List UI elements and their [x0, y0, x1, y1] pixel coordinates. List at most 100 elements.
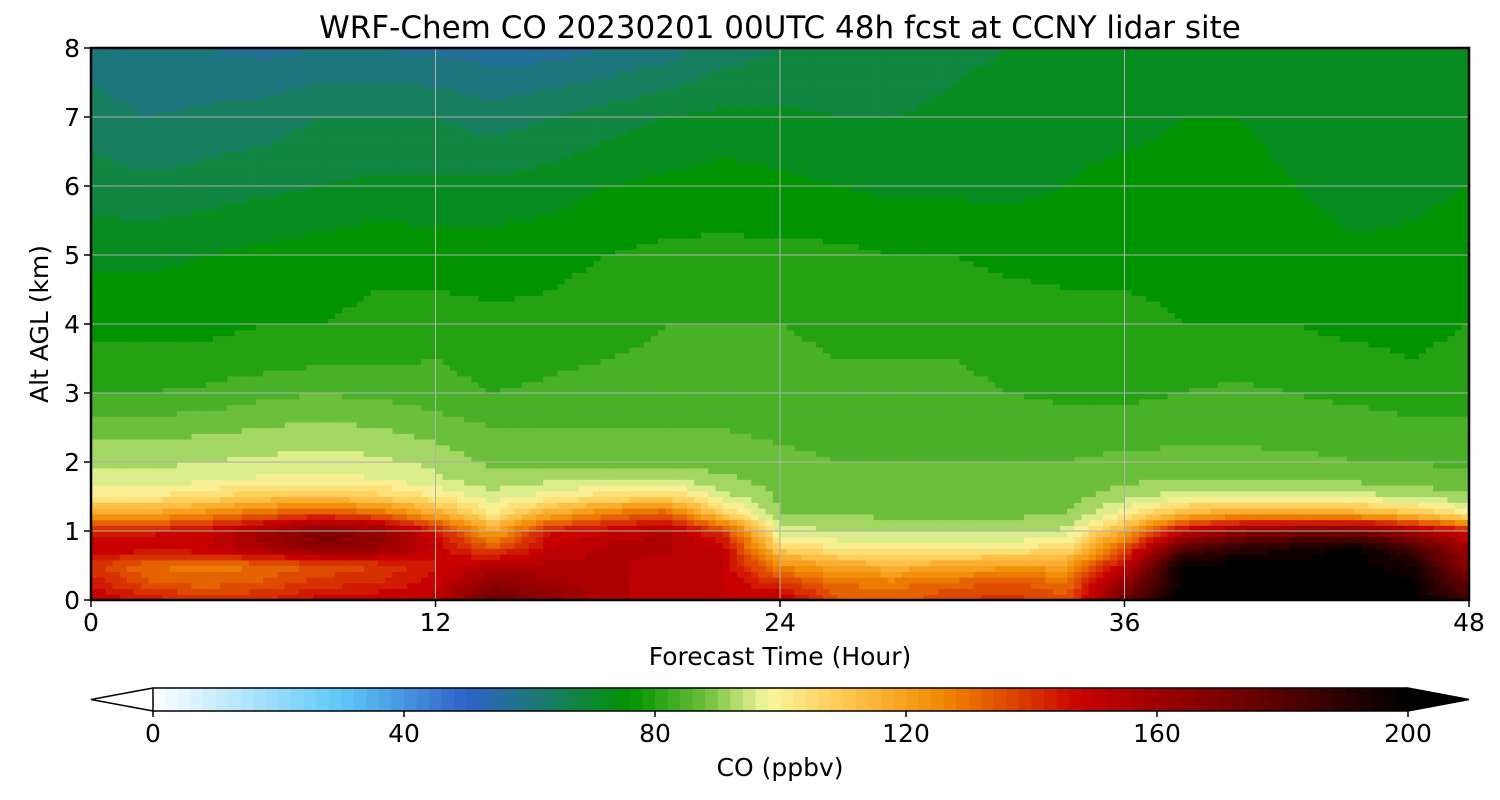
heatmap-cell — [162, 479, 171, 486]
heatmap-cell — [787, 542, 795, 549]
heatmap-cell — [1138, 485, 1147, 492]
heatmap-cell — [1059, 571, 1068, 578]
heatmap-cell — [449, 559, 458, 567]
heatmap-cell — [1067, 565, 1075, 572]
heatmap-cell — [801, 554, 810, 561]
heatmap-cell — [686, 496, 695, 503]
heatmap-cell — [392, 467, 401, 475]
heatmap-cell — [758, 485, 767, 492]
heatmap-cell — [342, 467, 350, 475]
heatmap-cell — [1174, 565, 1183, 572]
heatmap-cell — [1311, 525, 1319, 532]
heatmap-cell — [701, 559, 709, 567]
heatmap-cell — [1009, 554, 1018, 561]
heatmap-cell — [937, 577, 946, 584]
heatmap-cell — [1275, 554, 1283, 561]
heatmap-cell — [1404, 496, 1413, 503]
heatmap-cell — [162, 467, 171, 475]
heatmap-cell — [607, 536, 616, 544]
heatmap-cell — [363, 571, 372, 578]
heatmap-cell — [586, 577, 594, 584]
heatmap-cell — [650, 485, 659, 492]
heatmap-cell — [428, 462, 437, 469]
heatmap-cell — [815, 513, 824, 521]
heatmap-cell — [421, 508, 429, 515]
heatmap-cell — [91, 467, 99, 475]
heatmap-cell — [378, 467, 386, 475]
heatmap-cell — [1296, 490, 1305, 498]
heatmap-cell — [744, 588, 752, 595]
heatmap-cell — [851, 502, 860, 509]
heatmap-cell — [1153, 519, 1161, 526]
heatmap-cell — [657, 536, 666, 544]
heatmap-cell — [227, 594, 236, 600]
heatmap-cell — [421, 519, 429, 526]
heatmap-cell — [378, 513, 386, 521]
heatmap-cell — [586, 525, 594, 532]
heatmap-cell — [1059, 479, 1068, 486]
heatmap-cell — [98, 467, 106, 475]
heatmap-cell — [1146, 467, 1154, 475]
heatmap-cell — [823, 462, 831, 469]
heatmap-cell — [1361, 485, 1370, 492]
heatmap-cell — [119, 496, 128, 503]
heatmap-cell — [579, 536, 587, 544]
heatmap-cell — [988, 473, 996, 480]
heatmap-cell — [930, 456, 939, 463]
heatmap-cell — [1253, 508, 1262, 515]
heatmap-cell — [550, 519, 559, 526]
heatmap-cell — [1138, 496, 1147, 503]
heatmap-cell — [320, 450, 329, 457]
heatmap-cell — [406, 577, 415, 584]
heatmap-cell — [421, 479, 429, 486]
heatmap-cell — [593, 577, 602, 584]
heatmap-cell — [1059, 496, 1068, 503]
heatmap-cell — [485, 531, 494, 538]
heatmap-cell — [500, 525, 508, 532]
heatmap-cell — [722, 577, 731, 584]
heatmap-cell — [1124, 525, 1133, 532]
heatmap-cell — [672, 485, 681, 492]
heatmap-cell — [270, 450, 279, 457]
heatmap-cell — [1289, 577, 1298, 584]
heatmap-cell — [557, 531, 566, 538]
heatmap-cell — [902, 548, 910, 555]
heatmap-cell — [521, 531, 530, 538]
heatmap-cell — [500, 485, 508, 492]
heatmap-cell — [543, 462, 551, 469]
heatmap-cell — [823, 485, 831, 492]
heatmap-cell — [198, 594, 207, 600]
heatmap-cell — [435, 513, 444, 521]
heatmap-cell — [119, 582, 128, 590]
heatmap-cell — [600, 490, 609, 498]
heatmap-cell — [665, 467, 673, 475]
heatmap-cell — [1074, 588, 1083, 595]
heatmap-cell — [514, 548, 523, 555]
heatmap-cell — [320, 542, 329, 549]
heatmap-cell — [701, 513, 709, 521]
heatmap-cell — [428, 513, 437, 521]
heatmap-cell — [320, 559, 329, 567]
heatmap-cell — [722, 548, 731, 555]
heatmap-cell — [1339, 467, 1348, 475]
heatmap-cell — [1153, 559, 1161, 567]
heatmap-cell — [643, 571, 652, 578]
heatmap-cell — [1440, 542, 1449, 549]
heatmap-cell — [263, 588, 272, 595]
heatmap-cell — [91, 582, 99, 590]
heatmap-cell — [823, 513, 831, 521]
heatmap-cell — [1088, 513, 1097, 521]
heatmap-cell — [220, 456, 228, 463]
heatmap-cell — [657, 513, 666, 521]
heatmap-cell — [320, 571, 329, 578]
heatmap-cell — [1138, 565, 1147, 572]
heatmap-cell — [313, 479, 322, 486]
heatmap-cell — [844, 525, 853, 532]
heatmap-cell — [1390, 565, 1398, 572]
heatmap-cell — [571, 531, 580, 538]
heatmap-cell — [1260, 513, 1269, 521]
heatmap-cell — [988, 496, 996, 503]
heatmap-cell — [428, 548, 437, 555]
heatmap-cell — [600, 467, 609, 475]
heatmap-cell — [1296, 577, 1305, 584]
